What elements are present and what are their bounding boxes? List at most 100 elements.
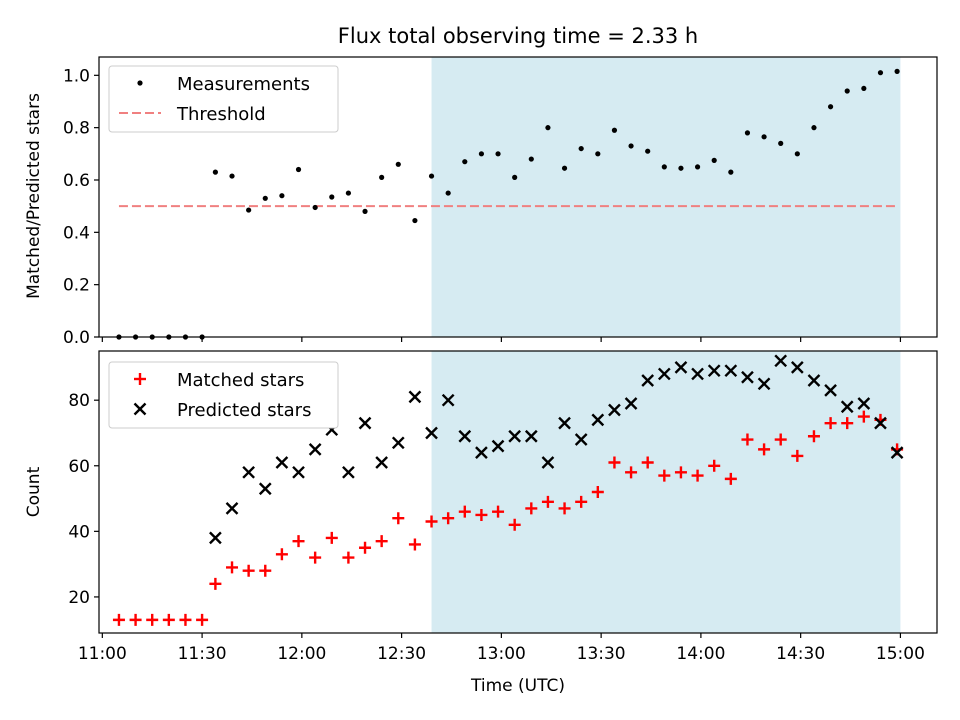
matched-star-point — [259, 564, 272, 577]
predicted-star-point — [774, 354, 788, 368]
predicted-stars-series — [209, 354, 904, 545]
matched-star-point — [392, 512, 405, 525]
predicted-star-point — [824, 384, 837, 397]
count-y-axis: 20 40 60 80 — [68, 391, 99, 608]
predicted-star-point — [558, 416, 571, 430]
measurement-point — [229, 173, 235, 179]
ratio-legend: Measurements Threshold — [108, 65, 339, 133]
matched-star-point — [146, 613, 159, 626]
matched-star-point — [741, 433, 754, 446]
matched-star-point — [508, 518, 521, 531]
predicted-star-point — [358, 416, 372, 430]
matched-star-point — [674, 466, 687, 479]
measurement-point — [512, 174, 518, 180]
matched-star-point — [558, 502, 571, 515]
matched-star-point — [179, 613, 192, 626]
matched-star-point — [292, 535, 305, 548]
measurement-point — [561, 165, 568, 171]
measurement-point — [611, 127, 618, 133]
measurement-point — [246, 207, 252, 213]
ratio-panel: 0.0 0.2 0.4 0.6 0.8 1.0 Matched/Predicted sta… — [24, 56, 938, 348]
matched-star-point — [112, 613, 125, 626]
y-tick-label: 1.0 — [63, 66, 90, 86]
legend-threshold-label: Threshold — [176, 104, 266, 125]
ratio-legend-box — [108, 65, 339, 133]
predicted-star-point — [657, 367, 671, 381]
ratio-y-label: Matched/Predicted stars — [24, 93, 44, 299]
predicted-star-point — [242, 465, 255, 479]
ratio-y-axis: 0.0 0.2 0.4 0.6 0.8 1.0 — [63, 66, 99, 348]
matched-star-point — [758, 443, 771, 456]
measurement-point — [761, 134, 767, 140]
predicted-star-point — [308, 443, 322, 456]
x-tick-label: 14:00 — [676, 644, 725, 664]
measurement-point — [811, 125, 817, 131]
predicted-star-point — [790, 361, 804, 374]
measurement-point — [395, 161, 401, 167]
predicted-star-point — [508, 429, 522, 443]
x-tick-label: 12:30 — [377, 644, 426, 664]
predicted-star-point — [608, 403, 621, 417]
predicted-star-point — [342, 465, 355, 479]
measurement-point — [894, 68, 900, 74]
predicted-star-point — [574, 433, 588, 446]
count-x-axis: 11:00 11:30 12:00 12:30 13:00 13:30 14:00 14:30… — [78, 633, 925, 664]
predicted-star-point — [375, 456, 389, 469]
measurement-point — [728, 169, 734, 175]
measurement-point — [345, 190, 352, 196]
measurement-point — [428, 173, 435, 179]
matched-star-point — [591, 486, 604, 498]
legend-measurements-marker — [137, 80, 143, 86]
predicted-star-point — [524, 429, 538, 443]
matched-star-point — [129, 613, 142, 626]
x-tick-label: 13:30 — [577, 644, 626, 664]
matched-star-point — [641, 456, 654, 469]
matched-star-point — [162, 613, 175, 626]
count-plot-frame — [98, 350, 938, 634]
y-tick-label: 0.2 — [63, 276, 90, 296]
measurement-point — [877, 70, 884, 76]
matched-star-point — [708, 459, 721, 472]
measurement-point — [778, 140, 784, 146]
legend-measurements-label: Measurements — [177, 74, 310, 95]
matched-star-point — [724, 472, 737, 485]
predicted-star-point — [292, 465, 305, 479]
matched-star-point — [541, 495, 554, 508]
y-tick-label: 0.8 — [63, 119, 90, 139]
predicted-star-point — [874, 416, 887, 430]
measurement-point — [462, 159, 468, 165]
ratio-plot-frame — [98, 56, 938, 338]
measurement-point — [711, 157, 717, 163]
measurement-point — [827, 104, 834, 110]
measurement-point — [295, 166, 302, 173]
predicted-star-point — [624, 397, 638, 410]
predicted-star-point — [641, 374, 655, 387]
predicted-star-point — [209, 531, 222, 545]
measurement-point — [445, 190, 451, 196]
x-tick-label: 14:30 — [776, 644, 825, 664]
matched-star-point — [824, 417, 837, 430]
predicted-star-point — [674, 361, 688, 374]
measurement-point — [478, 151, 485, 157]
measurement-point — [212, 169, 218, 175]
matched-star-point — [658, 469, 671, 482]
predicted-star-point — [591, 413, 605, 427]
measurement-point — [661, 164, 667, 170]
predicted-star-point — [475, 446, 488, 459]
matched-star-point — [196, 613, 209, 626]
predicted-star-point — [707, 364, 721, 378]
measurement-point — [262, 195, 268, 201]
legend-matched-label: Matched stars — [177, 370, 304, 391]
matched-star-point — [325, 531, 338, 544]
predicted-star-point — [807, 374, 821, 387]
matched-star-point — [625, 466, 638, 479]
legend-predicted-label: Predicted stars — [177, 400, 311, 421]
measurement-point — [694, 164, 701, 170]
matched-star-point — [475, 508, 488, 521]
predicted-star-point — [441, 393, 455, 407]
predicted-star-point — [840, 400, 854, 414]
measurement-point — [412, 217, 418, 224]
count-legend-box — [108, 361, 339, 429]
measurement-point — [279, 193, 285, 199]
